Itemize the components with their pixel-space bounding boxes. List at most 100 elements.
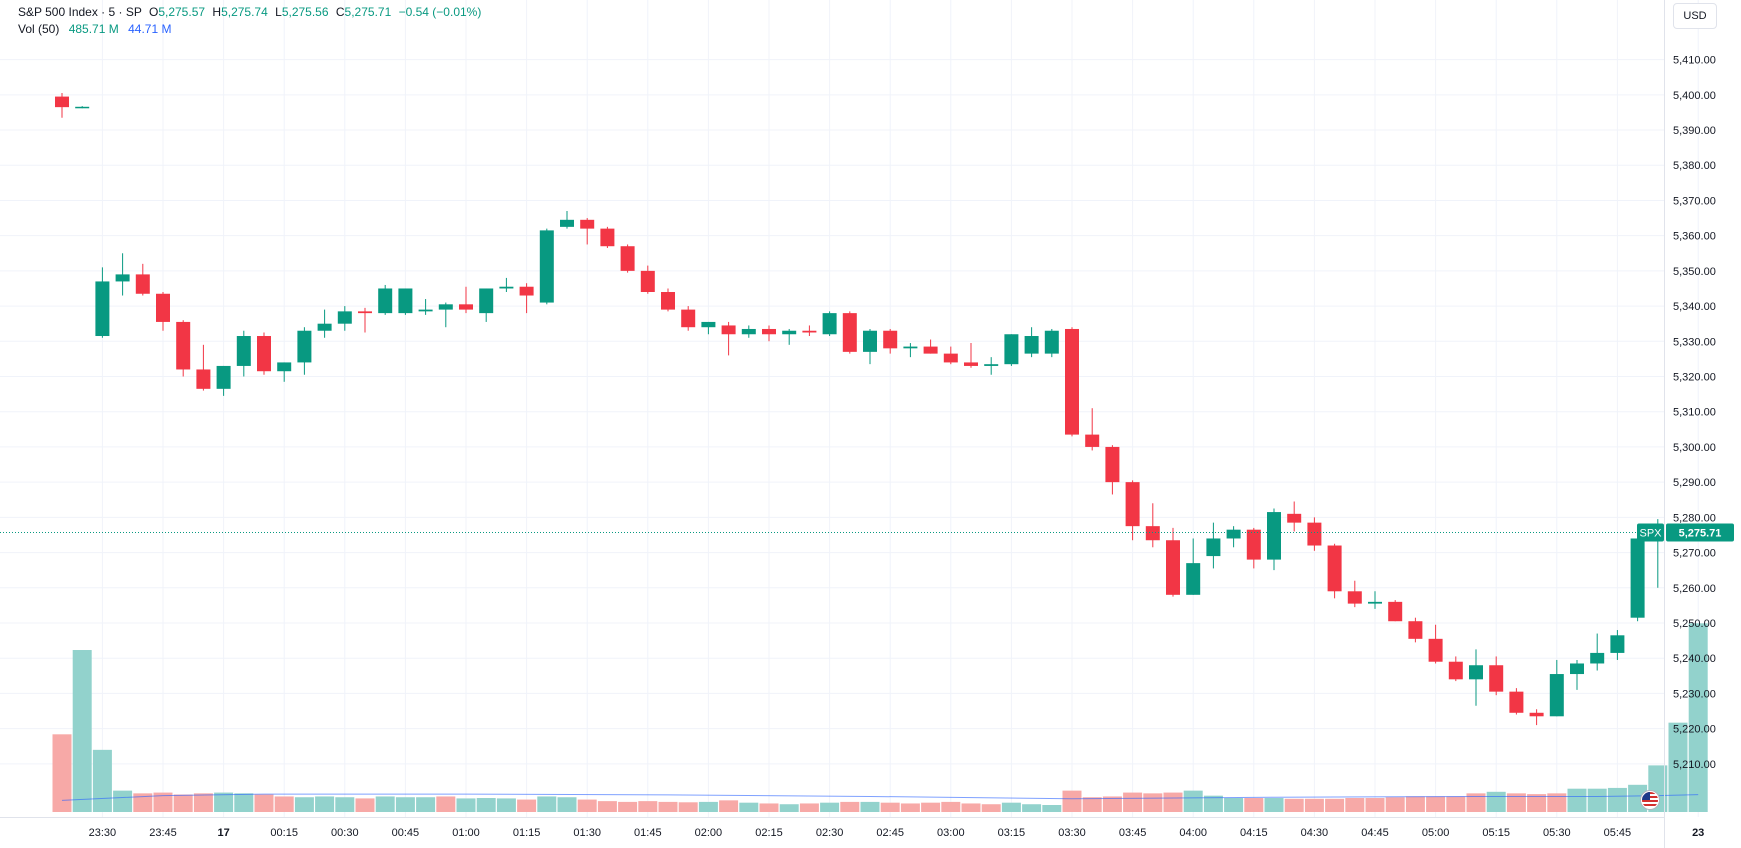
candle-up — [1186, 563, 1201, 595]
candle-down — [762, 328, 776, 335]
volume-bar — [1527, 794, 1547, 812]
volume-bar — [1325, 798, 1345, 812]
x-tick-label: 03:45 — [1119, 827, 1147, 839]
volume-bar — [1587, 788, 1607, 812]
candle-up — [378, 288, 393, 314]
candle-down — [1408, 621, 1423, 639]
candle-down — [600, 228, 615, 247]
x-tick-label: 04:45 — [1361, 827, 1389, 839]
volume-bar — [1143, 793, 1163, 812]
x-tick-label: 23:30 — [89, 827, 117, 839]
x-tick-label: 03:30 — [1058, 827, 1086, 839]
candle-down — [1509, 691, 1524, 713]
volume-bar — [941, 801, 961, 812]
candle-up — [297, 330, 312, 363]
y-tick-label: 5,250.00 — [1673, 618, 1716, 630]
y-tick-label: 5,360.00 — [1673, 231, 1716, 243]
candle-down — [943, 353, 958, 363]
volume-bar — [739, 802, 759, 812]
candle-up — [1590, 652, 1605, 664]
candle-up — [398, 288, 413, 314]
candle-down — [842, 313, 857, 352]
volume-bar — [214, 792, 234, 812]
candle-up — [782, 330, 797, 335]
symbol-title[interactable]: S&P 500 Index · 5 · SP — [18, 5, 142, 19]
candle-down — [55, 96, 69, 108]
candle-down — [1125, 482, 1140, 527]
volume-bar — [274, 796, 294, 812]
ticker-label: SPX — [1639, 527, 1662, 539]
volume-row: Vol (50) 485.71 M 44.71 M — [18, 21, 481, 38]
volume-bar — [1668, 722, 1688, 812]
candle-down — [1428, 638, 1443, 662]
ticker-tag — [1637, 523, 1664, 542]
volume-bar — [961, 803, 981, 812]
volume-bar — [234, 793, 254, 812]
volume-bar — [840, 801, 860, 812]
volume-label[interactable]: Vol (50) — [18, 22, 60, 36]
x-tick-label: 05:45 — [1604, 827, 1632, 839]
open-label: O — [148, 5, 159, 19]
candle-down — [156, 293, 170, 322]
candle-up — [539, 230, 554, 303]
volume-bar — [315, 796, 335, 812]
candle-up — [1368, 601, 1382, 604]
close-value: 5,275.71 — [344, 5, 392, 19]
candle-down — [1287, 513, 1302, 523]
y-tick-label: 5,240.00 — [1673, 653, 1716, 665]
y-tick-label: 5,210.00 — [1673, 759, 1716, 771]
x-tick-label: 02:15 — [755, 827, 783, 839]
volume-bar — [1607, 787, 1627, 812]
x-tick-label: 05:00 — [1422, 827, 1450, 839]
y-tick-label: 5,380.00 — [1673, 160, 1716, 172]
x-tick-label: 05:30 — [1543, 827, 1571, 839]
volume-bar — [577, 799, 597, 812]
candle-up — [1024, 336, 1039, 354]
candle-up — [1469, 665, 1483, 680]
candle-down — [135, 274, 150, 294]
candle-up — [317, 323, 332, 331]
candle-down — [1529, 712, 1544, 717]
currency-button[interactable]: USD — [1673, 3, 1717, 29]
candle-down — [661, 292, 675, 310]
volume-bar — [1345, 798, 1365, 812]
volume-bar — [1365, 798, 1385, 812]
volume-bar — [294, 797, 314, 812]
volume-bar — [1486, 791, 1506, 812]
volume-bar — [1102, 796, 1122, 812]
candle-up — [984, 364, 999, 366]
volume-bar — [678, 802, 698, 812]
x-tick-label: 00:15 — [270, 827, 298, 839]
candle-down — [1489, 665, 1504, 692]
volume-bar — [72, 650, 92, 812]
volume-bar — [618, 801, 638, 812]
volume-bar — [355, 798, 375, 812]
candle-up — [1570, 663, 1584, 675]
candle-down — [1105, 446, 1120, 483]
y-tick-label: 5,310.00 — [1673, 407, 1716, 419]
volume-bar — [638, 801, 658, 812]
x-tick-label: 03:00 — [937, 827, 965, 839]
candle-up — [863, 330, 877, 352]
ohlc-row: S&P 500 Index · 5 · SP O5,275.57 H5,275.… — [18, 4, 481, 21]
y-tick-label: 5,290.00 — [1673, 477, 1716, 489]
volume-bar — [698, 801, 718, 812]
candle-up — [337, 311, 352, 324]
candle-up — [216, 365, 231, 389]
volume-bar — [1547, 793, 1567, 812]
high-value: 5,275.74 — [221, 5, 268, 19]
volume-bar — [456, 798, 476, 812]
volume-bar — [1466, 793, 1486, 812]
volume-bar — [900, 803, 920, 812]
volume-bar — [1203, 795, 1223, 812]
us-flag-icon[interactable] — [1640, 790, 1660, 810]
candle-up — [418, 309, 433, 312]
x-tick-label: 01:00 — [452, 827, 480, 839]
volume-bar — [1123, 792, 1143, 812]
x-tick-label: 02:30 — [816, 827, 844, 839]
volume-bar — [1001, 802, 1021, 812]
candle-down — [1327, 545, 1342, 592]
volume-bar — [537, 796, 557, 812]
x-tick-label: 00:45 — [392, 827, 420, 839]
